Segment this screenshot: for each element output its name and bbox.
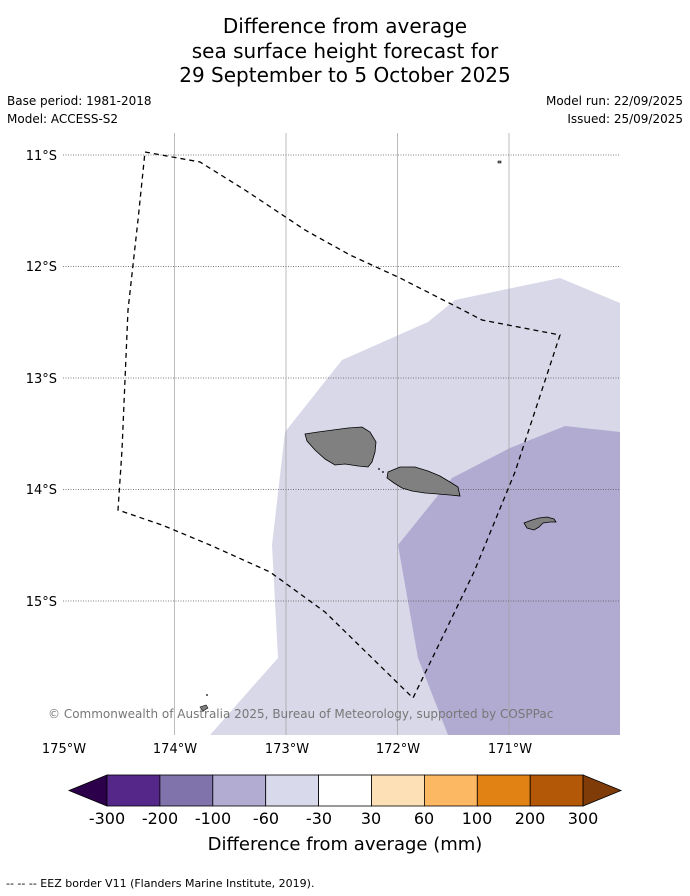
colorbar-tick: 60 (414, 809, 434, 828)
colorbar-tick: -60 (253, 809, 279, 828)
model-run: Model run: 22/09/2025 (545, 94, 683, 108)
colorbar-swatch (318, 774, 372, 807)
colorbar-tick: 100 (462, 809, 493, 828)
lon-label: 172°W (376, 742, 420, 757)
colorbar-tick: -30 (306, 809, 332, 828)
lat-label: 15°S (26, 595, 57, 610)
meta-right: Model run: 22/09/2025 Issued: 25/09/2025 (546, 94, 683, 130)
lat-label: 12°S (26, 260, 57, 275)
base-period: Base period: 1981-2018 (7, 94, 152, 108)
islet-manono (382, 471, 384, 473)
copyright-text: © Commonwealth of Australia 2025, Bureau… (48, 707, 553, 721)
longitude-gridlines (174, 133, 510, 735)
colorbar-swatch (529, 774, 584, 807)
colorbar (67, 774, 623, 807)
latitude-gridlines (63, 154, 620, 602)
colorbar-swatch (106, 774, 161, 807)
map-area (63, 133, 620, 735)
colorbar-extend-high (582, 774, 623, 807)
island-small-south-dot (206, 694, 208, 696)
lon-label: 173°W (265, 742, 309, 757)
eez-legend: -- -- -- EEZ border V11 (Flanders Marine… (6, 877, 315, 890)
map-title: Difference from average sea surface heig… (0, 14, 690, 88)
colorbar-swatch (212, 774, 267, 807)
islet-apolima (378, 468, 380, 470)
colorbar-swatch (423, 774, 478, 807)
meta-left: Base period: 1981-2018 Model: ACCESS-S2 (7, 94, 152, 130)
island-savaii (304, 426, 377, 468)
title-line-2: sea surface height forecast for (191, 38, 499, 63)
lon-label: 174°W (153, 742, 197, 757)
lat-label: 14°S (26, 483, 57, 498)
lon-label: 171°W (488, 742, 532, 757)
colorbar-swatch (371, 774, 425, 807)
model-name: Model: ACCESS-S2 (7, 112, 119, 126)
title-line-3: 29 September to 5 October 2025 (179, 63, 511, 87)
colorbar-tick: 200 (515, 809, 546, 828)
island-small-south (199, 704, 209, 712)
eez-border (117, 151, 561, 700)
latitude-labels: 11°S 12°S 13°S 14°S 15°S (26, 149, 57, 610)
colorbar-tick: -200 (142, 809, 178, 828)
colorbar-label: Difference from average (mm) (208, 834, 483, 855)
colorbar-swatch (476, 774, 531, 807)
colorbar-extend-low (67, 774, 108, 807)
lat-label: 13°S (26, 372, 57, 387)
colorbar-tick: -100 (195, 809, 231, 828)
title-line-1: Difference from average (222, 14, 468, 38)
colorbar-tick: 30 (361, 809, 381, 828)
colorbar-tick: -300 (89, 809, 125, 828)
island-upolu (386, 466, 461, 497)
island-small-north (497, 160, 502, 164)
colorbar-swatch (159, 774, 214, 807)
longitude-labels: 175°W 174°W 173°W 172°W 171°W (42, 742, 532, 757)
colorbar-swatch (265, 774, 320, 807)
colorbar-tick: 300 (568, 809, 599, 828)
issued-date: Issued: 25/09/2025 (567, 112, 683, 126)
lon-label: 175°W (42, 742, 86, 757)
colorbar-tick-labels: -300 -200 -100 -60 -30 30 60 100 200 300 (89, 809, 598, 828)
lat-label: 11°S (26, 149, 57, 164)
island-tutuila (523, 516, 557, 531)
